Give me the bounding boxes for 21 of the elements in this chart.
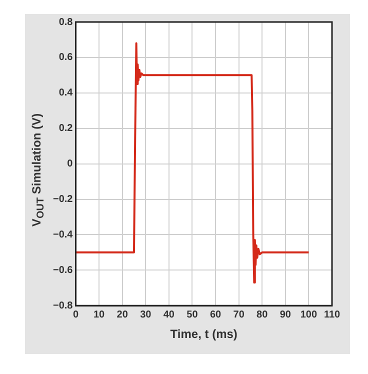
y-tick-label: 0.8 [58,16,74,28]
y-tick-label: 0 [67,158,74,170]
y-tick-label: 0.4 [58,88,74,99]
y-tick-label: −0.8 [52,300,74,312]
x-tick-label: 10 [93,309,106,320]
x-tick-label: 50 [186,309,198,320]
x-tick-label: 100 [300,309,318,320]
x-tick-label: 40 [163,309,175,320]
x-tick-label: 30 [140,309,152,320]
x-axis-title: Time, t (ms) [170,327,238,342]
y-tick-label: −0.4 [52,229,74,240]
y-tick-label: 0.6 [58,52,74,64]
x-tick-label: 20 [116,309,128,320]
x-tick-label: 60 [210,309,222,320]
x-tick-label: 70 [233,309,245,320]
y-tick-label: −0.2 [52,194,74,205]
y-tick-label: −0.6 [52,264,74,276]
x-tick-label: 110 [324,309,340,320]
x-tick-label: 90 [280,309,292,320]
x-tick-label: 80 [256,309,268,320]
y-tick-label: 0.2 [58,123,74,134]
